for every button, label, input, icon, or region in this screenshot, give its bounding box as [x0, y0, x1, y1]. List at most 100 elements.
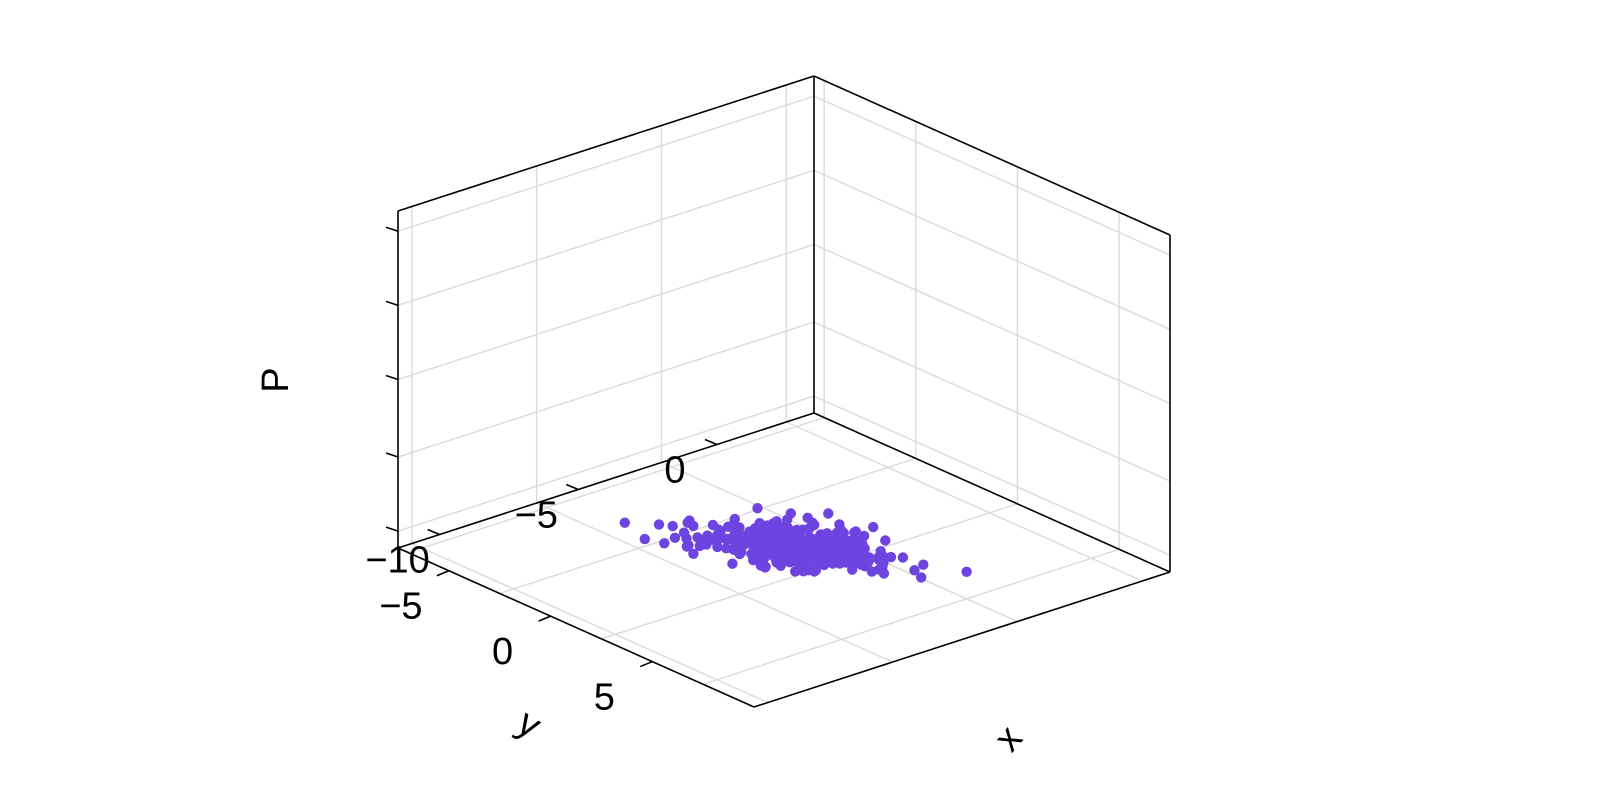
- wall-grid-line: [813, 243, 1171, 405]
- y-tick: [427, 528, 440, 536]
- scatter-point: [681, 541, 692, 552]
- scatter-point: [770, 542, 781, 553]
- scatter-point: [785, 508, 796, 519]
- scatter-point: [849, 527, 860, 538]
- scatter-point: [813, 532, 824, 544]
- scatter-point: [835, 539, 846, 550]
- scatter-point: [823, 508, 834, 519]
- scatter-point: [786, 547, 797, 558]
- wall-grid-line: [397, 321, 815, 458]
- scatter-point: [868, 521, 879, 533]
- scatter-point: [909, 565, 920, 576]
- scatter-point: [807, 517, 818, 528]
- scatter-point: [794, 528, 805, 539]
- wall-grid-line: [813, 95, 1171, 256]
- z-tick: [385, 226, 399, 232]
- wall-grid-line: [813, 321, 1171, 482]
- scatter-point: [853, 546, 864, 557]
- scatter-point: [759, 532, 770, 543]
- x-tick: [436, 569, 450, 577]
- scatter-point: [727, 558, 738, 569]
- frame-edge: [397, 547, 755, 708]
- scatter-point: [669, 532, 681, 543]
- scatter-point: [859, 561, 871, 572]
- scatter-point: [807, 555, 818, 567]
- axis-frame: [397, 75, 1171, 708]
- scatter-point: [864, 552, 875, 563]
- scatter-point: [755, 560, 766, 571]
- z-tick: [385, 374, 399, 381]
- y-tick-label: −10: [365, 540, 429, 582]
- y-tick-label: 0: [664, 450, 685, 492]
- scatter-point: [784, 526, 795, 538]
- scatter-point: [885, 551, 897, 563]
- scatter-point: [790, 566, 801, 577]
- z-axis-label: P: [255, 367, 297, 392]
- y-axis-label: y: [510, 701, 548, 747]
- scatter-point: [723, 533, 735, 544]
- scatter-point: [735, 530, 747, 541]
- floor-grid-line: [785, 421, 1143, 582]
- scatter-point: [858, 530, 870, 542]
- data-points: [619, 503, 972, 583]
- wall-grid-line: [397, 243, 815, 381]
- scatter-point: [835, 524, 847, 536]
- x-tick-label: 0: [492, 631, 513, 673]
- x-axis-label: x: [986, 718, 1030, 760]
- scatter-point: [678, 527, 690, 538]
- scatter-point: [667, 520, 678, 532]
- x-tick-label: −5: [379, 586, 422, 628]
- x-tick-label: 5: [594, 677, 615, 719]
- scatter-point: [839, 547, 850, 559]
- floor-grid-line: [407, 416, 825, 554]
- x-tick: [639, 660, 653, 668]
- scatter-point: [773, 532, 784, 543]
- y-tick: [704, 438, 718, 446]
- scatter-point: [754, 518, 765, 529]
- scatter-point: [728, 544, 739, 555]
- wall-grid-line: [397, 395, 815, 532]
- frame-edge: [753, 571, 1171, 708]
- x-tick: [538, 615, 551, 622]
- scatter-point: [823, 536, 834, 547]
- scatter-point: [818, 559, 830, 571]
- scatter-point: [752, 503, 763, 514]
- scatter-point: [798, 566, 809, 577]
- scatter-point: [688, 548, 699, 559]
- frame-edge: [397, 412, 815, 549]
- scatter-point: [880, 535, 891, 546]
- wall-grid-line: [397, 169, 815, 307]
- y-tick: [565, 483, 579, 491]
- scatter-point: [814, 550, 825, 561]
- scatter-point: [707, 534, 719, 545]
- scatter-point: [961, 566, 972, 577]
- scatter-point: [918, 559, 929, 570]
- wall-grid-line: [397, 95, 815, 232]
- scatter-point: [878, 568, 890, 579]
- scatter-point: [707, 519, 719, 531]
- scatter-point: [659, 538, 670, 549]
- scatter-point: [795, 548, 807, 559]
- frame-edge: [813, 412, 1171, 573]
- scatter-point: [761, 546, 772, 558]
- scatter-point: [747, 534, 759, 545]
- grid-lines: [397, 80, 1171, 704]
- floor-grid-line: [411, 542, 769, 704]
- scatter-point: [639, 533, 650, 545]
- floor-grid-line: [536, 502, 893, 663]
- wall-grid-line: [813, 169, 1171, 331]
- scatter-point: [824, 545, 836, 556]
- frame-edge: [813, 75, 1171, 236]
- floor-grid-line: [499, 457, 916, 595]
- scatter-point: [698, 535, 709, 546]
- scatter-point: [916, 572, 927, 583]
- scatter-point: [844, 535, 855, 547]
- scatter-point: [653, 519, 665, 530]
- scatter-point: [619, 517, 630, 528]
- scatter-point: [776, 550, 788, 561]
- floor-grid-line: [702, 548, 1120, 685]
- scatter-point: [873, 554, 885, 565]
- y-tick-label: −5: [515, 495, 558, 537]
- z-tick: [385, 300, 399, 307]
- scatter-point: [746, 548, 757, 560]
